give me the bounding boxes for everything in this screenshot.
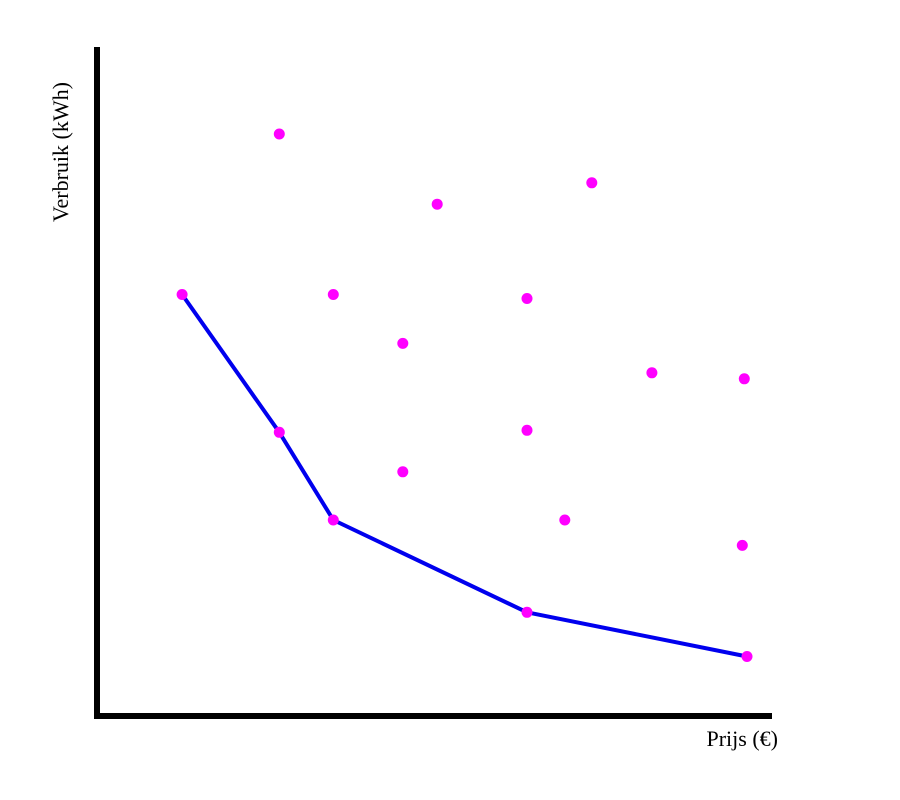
data-point-0: [176, 289, 188, 300]
x-axis-label: Prijs (€): [707, 726, 779, 751]
series-line-0: [180, 292, 749, 659]
data-point-12: [586, 177, 598, 189]
data-point-7: [431, 198, 443, 210]
points-layer: [176, 128, 753, 662]
data-point-13: [646, 367, 658, 379]
data-point-2: [273, 426, 285, 438]
data-point-11: [559, 514, 571, 526]
data-point-9: [521, 424, 533, 436]
data-point-4: [327, 514, 339, 526]
data-point-1: [273, 128, 285, 140]
data-point-5: [397, 337, 409, 349]
data-point-3: [327, 289, 339, 300]
y-axis-label: Verbruik (kWh): [48, 82, 73, 222]
data-point-16: [741, 651, 753, 662]
data-point-10: [521, 606, 533, 618]
data-point-6: [397, 466, 409, 478]
data-point-8: [521, 293, 533, 304]
data-point-14: [736, 539, 748, 551]
series-layer: [180, 292, 749, 659]
data-point-15: [738, 373, 750, 385]
